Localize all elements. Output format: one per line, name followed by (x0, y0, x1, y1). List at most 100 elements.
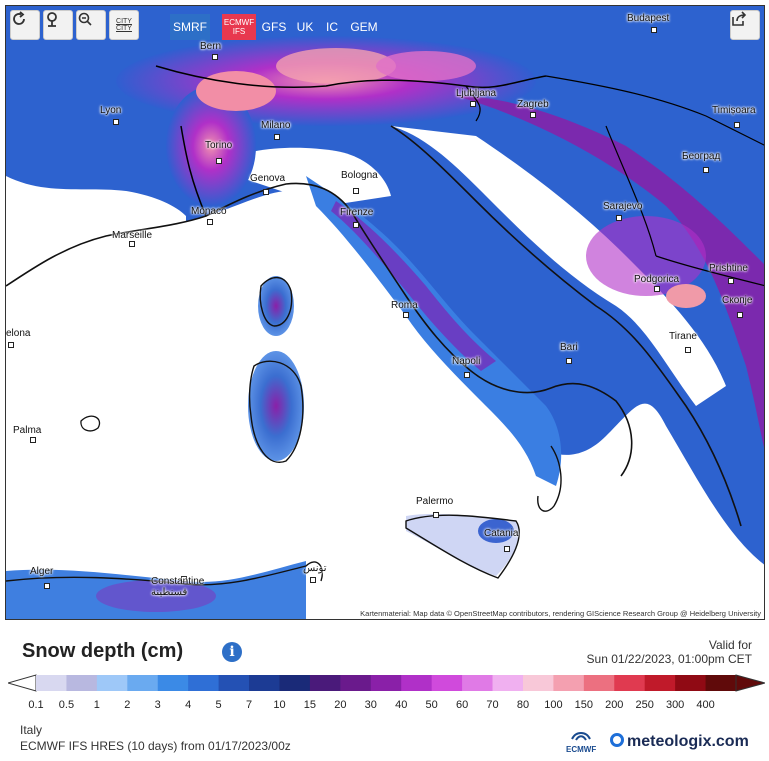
city-marker (728, 278, 734, 284)
city-marker (616, 215, 622, 221)
city-label-beograd[interactable]: Београд (682, 151, 721, 162)
city-marker (181, 576, 187, 582)
scale-tick-label: 300 (665, 699, 685, 711)
scale-tick-label: 3 (154, 699, 161, 711)
scale-tick-label: 400 (696, 699, 715, 711)
legend-title: Snow depth (cm) (22, 640, 184, 662)
brand-logo[interactable]: meteologix.com (610, 733, 749, 751)
scale-swatch (370, 675, 402, 691)
city-label-catania[interactable]: Catania (484, 528, 519, 539)
city-marker (654, 286, 660, 292)
city-label-torino[interactable]: Torino (205, 140, 233, 151)
city-marker (470, 101, 476, 107)
scale-tick-label: 150 (574, 699, 593, 711)
valid-time: Valid for Sun 01/22/2023, 01:00pm CET (587, 638, 752, 666)
city-label-marseille[interactable]: Marseille (112, 230, 153, 241)
model-smrf[interactable]: SMRF (170, 14, 210, 40)
city-label-lyon[interactable]: Lyon (100, 105, 122, 116)
scale-tick-label: 15 (303, 699, 317, 711)
city-label-bern[interactable]: Bern (200, 41, 222, 52)
city-label-tirane[interactable]: Tirane (669, 331, 697, 342)
scale-swatch (583, 675, 615, 691)
location-button[interactable] (43, 10, 73, 40)
scale-tick-label: 20 (334, 699, 347, 711)
model-ic[interactable]: IC (326, 20, 338, 34)
model-uk[interactable]: UK (296, 20, 314, 34)
city-label-napoli[interactable]: Napoli (452, 356, 481, 367)
refresh-icon (13, 11, 25, 25)
model-gfs[interactable]: GFS (261, 20, 287, 34)
city-label-skopje[interactable]: Скопје (722, 295, 753, 306)
city-toggle-label: CITY CITY (116, 18, 132, 32)
city-label-podgorica[interactable]: Podgorica (634, 274, 680, 285)
city-label-barcelona[interactable]: elona (6, 328, 31, 339)
city-label-sarajevo[interactable]: Sarajevo (603, 201, 643, 212)
snow-depth-map[interactable]: CITY CITY SMRF ECMWF IFS GFS UK IC GEM B… (5, 5, 765, 620)
city-marker (129, 241, 135, 247)
scale-swatch (675, 675, 707, 691)
scale-tick-label: 5 (215, 699, 222, 711)
city-label-bologna[interactable]: Bologna (341, 170, 378, 181)
model-gem[interactable]: GEM (350, 20, 378, 34)
city-label-roma[interactable]: Roma (391, 300, 418, 311)
refresh-button[interactable] (10, 10, 40, 40)
city-label-timisoara[interactable]: Timișoara (712, 105, 756, 116)
scale-tick-label: 1 (93, 699, 100, 711)
city-marker (113, 119, 119, 125)
city-label-budapest[interactable]: Budapest (627, 13, 670, 24)
city-marker (212, 54, 218, 60)
city-label-palermo[interactable]: Palermo (416, 496, 454, 507)
scale-arrow-high (735, 674, 765, 692)
zoom-out-button[interactable] (76, 10, 106, 40)
share-button[interactable] (730, 10, 760, 40)
city-toggle-button[interactable]: CITY CITY (109, 10, 139, 40)
city-marker (651, 27, 657, 33)
city-label-palma[interactable]: Palma (13, 425, 42, 436)
scale-tick-label: 0.1 (28, 699, 44, 711)
scale-swatch (36, 675, 67, 691)
city-label-monaco[interactable]: Monaco (191, 206, 227, 217)
city-marker (207, 219, 213, 225)
city-marker (310, 577, 316, 583)
scale-swatch (462, 675, 494, 691)
city-label-genova[interactable]: Genova (250, 173, 286, 184)
scale-swatch (401, 675, 433, 691)
scale-swatch (431, 675, 463, 691)
scale-tick-label: 7 (245, 699, 253, 711)
city-marker (216, 158, 222, 164)
city-label-milano[interactable]: Milano (261, 120, 291, 131)
region-label: Italy (20, 723, 43, 737)
scale-swatch (705, 675, 737, 691)
scale-tick-label: 200 (605, 699, 624, 711)
scale-swatch (157, 675, 189, 691)
map-canvas (6, 6, 764, 619)
city-label-ljubljana[interactable]: Ljubljana (456, 88, 497, 99)
city-label-constantine[interactable]: Constantine قسنطينة (151, 576, 205, 598)
city-marker (30, 437, 36, 443)
city-label-bari[interactable]: Bari (560, 342, 578, 353)
city-label-prishtine[interactable]: Prishtine (709, 263, 748, 274)
valid-label: Valid for (708, 638, 752, 652)
city-label-tunis[interactable]: تونس (303, 563, 327, 574)
model-run-info: ECMWF IFS HRES (10 days) from 01/17/2023… (20, 739, 291, 753)
scale-swatch (188, 675, 220, 691)
scale-swatch (96, 675, 128, 691)
scale-tick-label: 50 (425, 699, 438, 711)
scale-tick-label: 10 (273, 699, 286, 711)
scale-tick-label: 0.5 (58, 699, 75, 711)
ecmwf-emblem-icon (571, 732, 592, 741)
city-marker (403, 312, 409, 318)
city-label-zagreb[interactable]: Zagreb (517, 99, 549, 110)
city-label-alger[interactable]: Alger (30, 566, 54, 577)
brand-emblem-icon (610, 733, 624, 747)
info-icon[interactable]: i (222, 642, 242, 662)
city-marker (353, 188, 359, 194)
scale-swatch (522, 675, 554, 691)
city-label-firenze[interactable]: Firenze (340, 207, 374, 218)
scale-swatch (614, 675, 646, 691)
model-ecmwf-ifs[interactable]: ECMWF IFS (222, 14, 256, 40)
scale-swatch (127, 675, 159, 691)
scale-tick-label: 4 (185, 699, 192, 711)
map-attribution[interactable]: Kartenmaterial: Map data © OpenStreetMap… (357, 608, 764, 619)
scale-swatch (644, 675, 676, 691)
